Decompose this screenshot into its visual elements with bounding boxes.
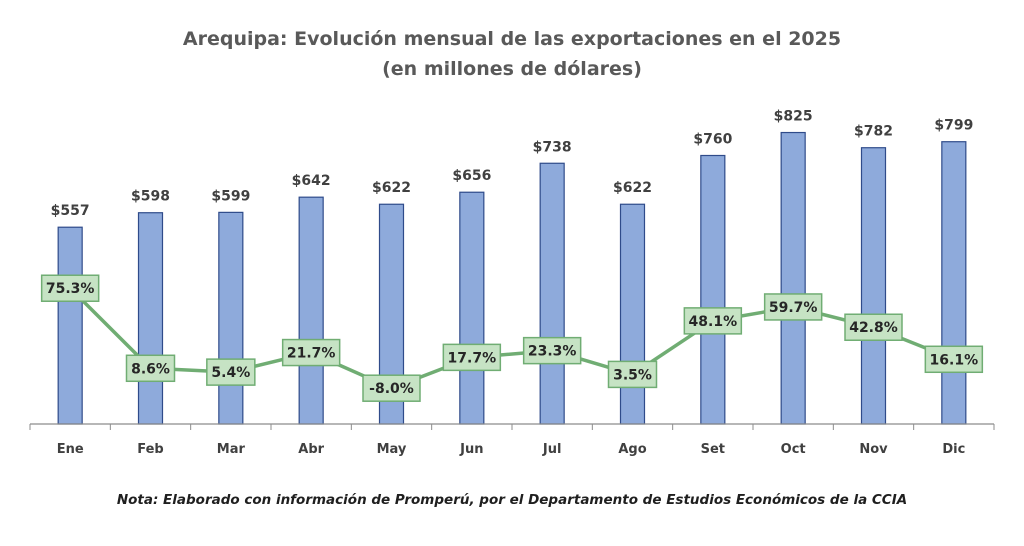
growth-label-box [362, 374, 421, 402]
bar-value-labels: $557 $598 $599 $642 $622 $656 $738 $622 $760 $825… [51, 109, 974, 220]
growth-label: 23.3% [528, 344, 577, 360]
bar-nov [860, 147, 887, 425]
bar-oct [780, 131, 806, 425]
growth-point-may: -8.0% [362, 374, 421, 402]
growth-label-box [206, 358, 256, 386]
bar-ene [57, 226, 83, 425]
bar-dic [941, 141, 967, 425]
growth-label-box [924, 345, 984, 374]
growth-label-box [844, 313, 903, 341]
bar-abr [298, 196, 324, 425]
growth-label-box [442, 343, 502, 372]
growth-label: 59.7% [769, 300, 818, 316]
bar-value-label: $622 [372, 180, 411, 196]
growth-label-box [40, 274, 100, 302]
x-tick-label: Set [701, 442, 725, 457]
growth-label: 48.1% [689, 314, 738, 330]
x-tick-label: Ago [618, 442, 646, 457]
bar-value-label: $760 [693, 131, 732, 147]
bar-value-label: $782 [854, 124, 893, 140]
bar-jun [459, 191, 485, 425]
growth-labels: 75.3% 8.6% 5.4% 21.7% -8.0% 17.7% 23.3% 3.5% 48.… [40, 274, 984, 402]
x-tick-label: Jul [542, 442, 562, 457]
growth-point-dic: 16.1% [924, 345, 984, 374]
x-axis-ticks [29, 424, 995, 430]
growth-label: 17.7% [448, 350, 497, 366]
bar-jul [539, 162, 565, 425]
growth-label-box [763, 293, 823, 321]
x-tick-label: Abr [298, 442, 324, 457]
growth-point-jun: 17.7% [442, 343, 502, 372]
bar-mar [218, 211, 244, 425]
bar-value-label: $799 [934, 118, 973, 134]
bar-value-label: $599 [211, 188, 250, 204]
growth-label-box [607, 360, 658, 389]
bar-value-label: $738 [533, 139, 572, 155]
bar-feb [137, 212, 164, 425]
growth-point-set: 48.1% [683, 307, 743, 335]
x-tick-label: Ene [57, 442, 84, 457]
growth-label: 3.5% [613, 367, 652, 383]
growth-point-ene: 75.3% [40, 274, 100, 302]
growth-label: 16.1% [930, 352, 979, 368]
x-tick-label: Dic [942, 442, 965, 457]
x-axis-labels: Ene Feb Mar Abr May Jun Jul Ago Set Oct Nov Dic [57, 442, 966, 457]
growth-label-box [522, 336, 582, 365]
growth-point-ago: 3.5% [607, 360, 658, 389]
bar-value-label: $622 [613, 180, 652, 196]
growth-point-abr: 21.7% [281, 338, 341, 367]
chart-title: Arequipa: Evolución mensual de las expor… [182, 28, 842, 50]
bar-set [700, 154, 726, 425]
growth-label: 8.6% [131, 361, 170, 377]
x-tick-label: Mar [217, 442, 246, 457]
chart-title-block: Arequipa: Evolución mensual de las expor… [0, 24, 1024, 84]
growth-point-nov: 42.8% [844, 313, 903, 341]
bar-series [57, 131, 967, 425]
growth-point-oct: 59.7% [763, 293, 823, 321]
source-note: Nota: Elaborado con información de Promp… [116, 492, 908, 508]
growth-label: 21.7% [287, 346, 336, 362]
bar-value-label: $557 [51, 203, 90, 219]
chart-subtitle: (en millones de dólares) [382, 58, 642, 80]
growth-label-box [125, 354, 176, 383]
bar-value-label: $656 [452, 168, 491, 184]
x-tick-label: Jun [459, 442, 483, 457]
growth-point-feb: 8.6% [125, 354, 176, 383]
growth-point-mar: 5.4% [206, 358, 256, 386]
x-tick-label: Feb [137, 442, 163, 457]
bar-ago [619, 203, 646, 425]
bar-value-label: $598 [131, 189, 170, 205]
growth-label: 5.4% [211, 365, 250, 381]
growth-label-box [281, 338, 341, 367]
x-tick-label: Oct [781, 442, 806, 457]
growth-point-jul: 23.3% [522, 336, 582, 365]
growth-label: 42.8% [849, 320, 898, 336]
growth-label-box [683, 307, 743, 335]
x-tick-label: May [377, 442, 407, 457]
growth-label: 75.3% [46, 281, 95, 297]
x-tick-label: Nov [859, 442, 888, 457]
growth-label: -8.0% [369, 381, 414, 397]
bar-value-label: $642 [292, 173, 331, 189]
bar-value-label: $825 [774, 109, 813, 125]
